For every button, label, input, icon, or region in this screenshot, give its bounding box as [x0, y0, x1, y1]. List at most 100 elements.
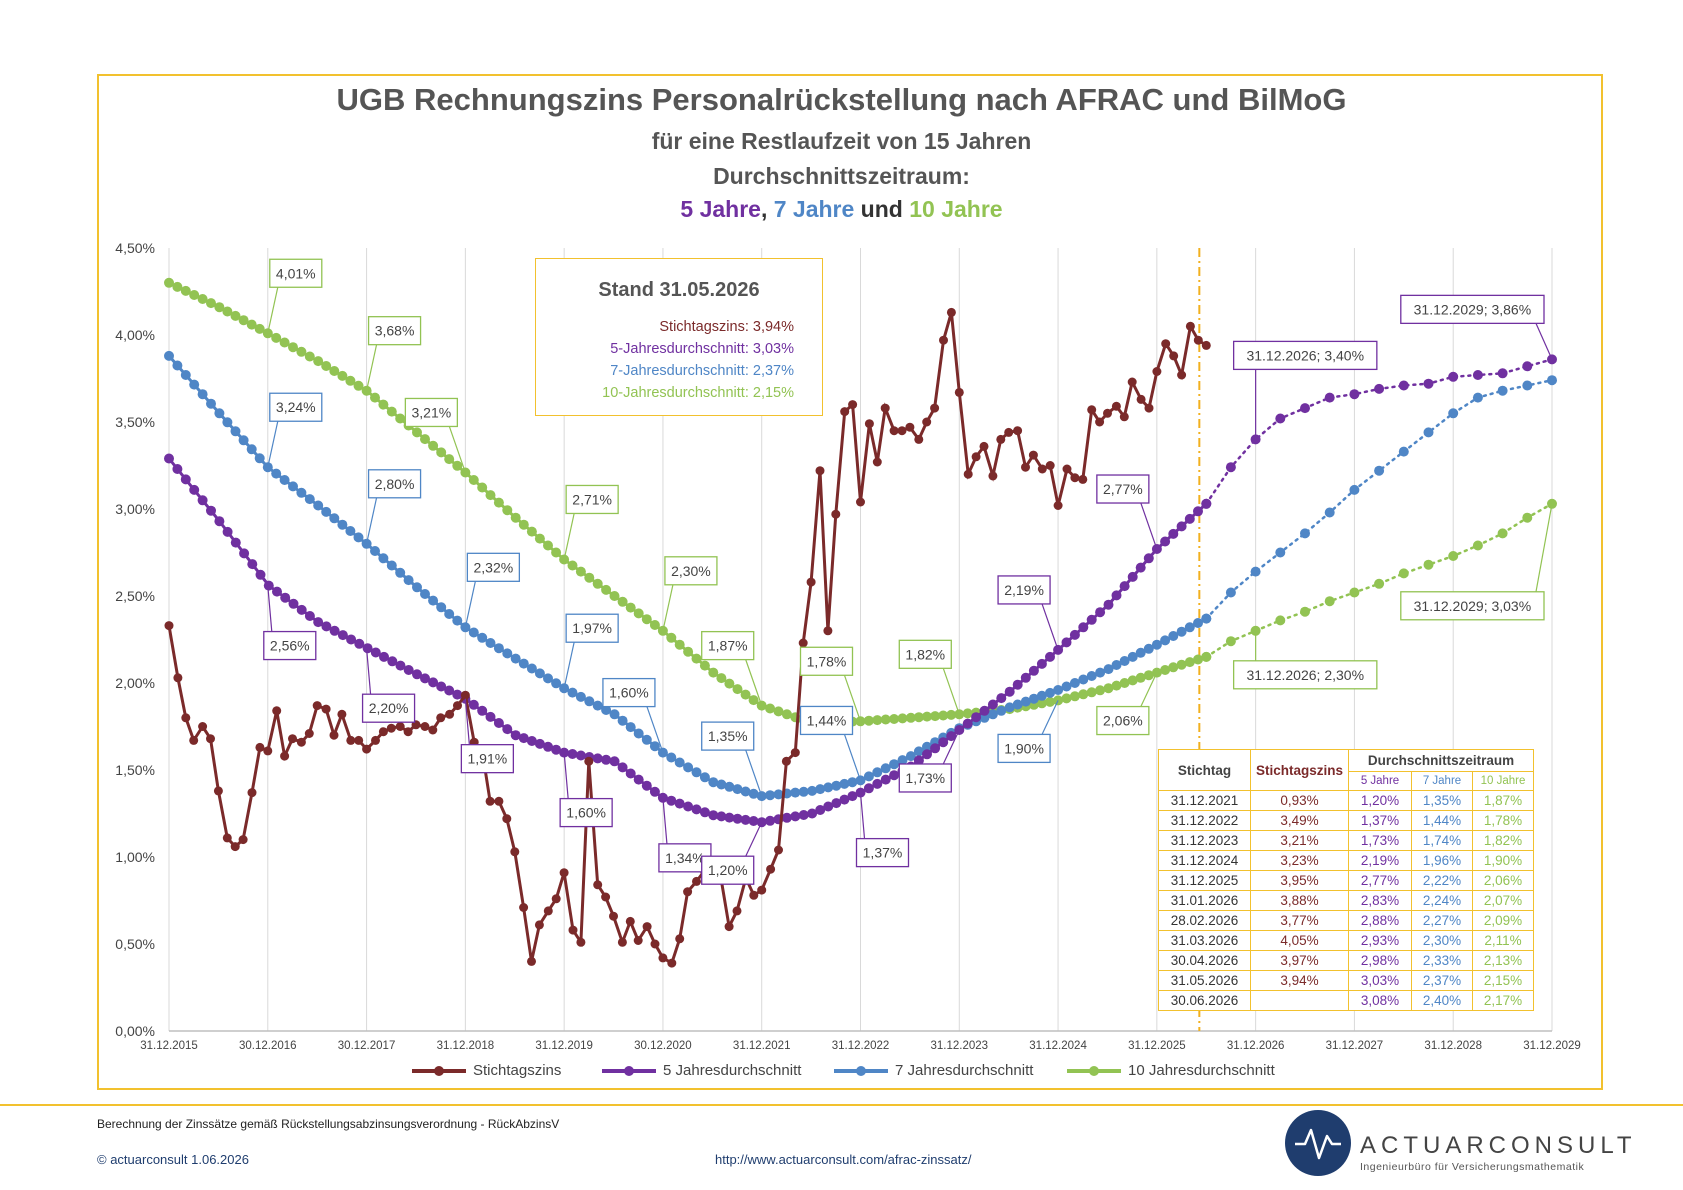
series-stichtagszins-point — [806, 577, 816, 587]
callout-label: 1,35% — [708, 728, 748, 744]
table-cell-10-jahre: 2,15% — [1472, 970, 1534, 991]
series-stichtagszins-point — [625, 916, 635, 926]
series-y7-point — [180, 370, 191, 380]
series-stichtagszins-point — [485, 796, 495, 806]
callout-y5: 2,19% — [997, 575, 1059, 651]
series-y5-point — [1012, 679, 1023, 690]
series-y7-point — [420, 589, 430, 599]
callout-y5: 1,37% — [855, 792, 910, 868]
callout-leader — [745, 821, 763, 857]
series-y7-point — [790, 787, 801, 798]
series-y7-point — [732, 784, 743, 795]
series-y7-point — [1020, 696, 1031, 707]
series-y10-forecast-point — [1423, 559, 1434, 570]
series-y10-point — [493, 497, 504, 508]
series-y7-point — [518, 658, 529, 669]
series-y7-point — [1184, 622, 1195, 633]
series-y10-point — [428, 440, 439, 451]
chart-frame — [97, 74, 1603, 1090]
series-y10-point — [1095, 685, 1106, 696]
x-tick-label: 30.12.2020 — [634, 1040, 692, 1052]
series-stichtagszins-point — [930, 403, 940, 413]
table-header-10-jahre: 10 Jahre — [1472, 771, 1534, 791]
table-cell-10-jahre: 1,78% — [1472, 810, 1534, 831]
callout-y7: 1,97% — [563, 613, 619, 689]
series-y7-point — [279, 475, 290, 485]
callout-y10: 2,30% — [662, 556, 718, 631]
series-y5-point — [502, 724, 513, 735]
series-stichtagszins-point — [1095, 417, 1105, 427]
series-y7-point — [1168, 631, 1179, 641]
y-tick-label: 3,00% — [115, 501, 155, 517]
x-tick-label: 31.12.2024 — [1029, 1040, 1087, 1052]
series-y10-point — [262, 328, 273, 339]
series-stichtagszins-point — [889, 426, 899, 436]
series-y10-point — [468, 475, 479, 485]
table-cell-zins — [1250, 990, 1349, 1011]
series-stichtagszins-point — [840, 407, 850, 417]
series-y5-point — [1045, 651, 1055, 662]
series-y5-point — [477, 705, 488, 716]
series-y7-forecast-point — [1547, 375, 1557, 386]
chart-title: UGB Rechnungszins Personalrückstellung n… — [336, 82, 1347, 117]
series-stichtagszins-point — [856, 497, 865, 507]
series-stichtagszins-point — [173, 673, 183, 683]
legend-marker-7-jahre — [834, 1066, 888, 1076]
series-y7-point — [1004, 702, 1015, 713]
series-stichtagszins-point — [502, 814, 512, 824]
series-y5-point — [807, 808, 818, 819]
series-y10-point — [740, 689, 751, 700]
series-y10-point — [313, 356, 324, 367]
series-y10-point — [601, 584, 612, 595]
series-y5-point — [839, 794, 850, 805]
table-cell-10-jahre: 1,90% — [1472, 850, 1534, 871]
series-stichtagszins-point — [905, 422, 915, 432]
series-y5-point — [428, 677, 439, 688]
series-y7-point — [254, 453, 265, 464]
series-y5-point — [889, 770, 900, 781]
series-y7-point — [329, 513, 340, 524]
table-cell-stichtag: 31.12.2022 — [1158, 810, 1251, 831]
series-y7-point — [1176, 626, 1187, 637]
series-y10-forecast-point — [1300, 606, 1310, 617]
callout-label: 2,30% — [671, 563, 711, 579]
series-y5-point — [1143, 553, 1154, 564]
table-cell-7-jahre: 2,22% — [1411, 870, 1473, 891]
series-y5-forecast-point — [1547, 354, 1557, 365]
series-y10-point — [420, 434, 430, 445]
series-stichtagszins-point — [1045, 461, 1055, 470]
series-y10-point — [575, 566, 586, 577]
series-y7-point — [815, 784, 826, 795]
series-stichtagszins-point — [164, 621, 174, 631]
callout-label: 1,60% — [566, 805, 606, 821]
series-stichtagszins-point — [946, 307, 956, 317]
series-y10-point — [748, 695, 759, 706]
table-header-stichtag: Stichtag — [1158, 749, 1251, 791]
footer-url-link[interactable]: http://www.actuarconsult.com/afrac-zinss… — [715, 1152, 972, 1167]
subtitle-7-jahre: 7 Jahre — [773, 196, 855, 222]
series-y10-point — [502, 505, 513, 516]
table-header-5-jahre: 5 Jahre — [1348, 771, 1412, 791]
callout-box — [1400, 591, 1545, 621]
series-y7-point — [575, 691, 586, 702]
series-y7-point — [172, 360, 183, 371]
series-y7-forecast-point — [1275, 547, 1286, 558]
y-tick-label: 0,50% — [115, 936, 155, 952]
series-y10-point — [296, 346, 307, 357]
series-y10-point — [378, 399, 389, 410]
table-cell-5-jahre: 1,20% — [1348, 790, 1412, 811]
series-stichtagszins-point — [420, 722, 430, 731]
series-stichtagszins-point — [757, 885, 767, 895]
series-y5-point — [452, 689, 463, 700]
callout-y7: 1,90% — [997, 700, 1059, 764]
series-y7-point — [839, 778, 850, 789]
callout-y7: 2,80% — [365, 469, 422, 544]
series-y5-point — [1111, 590, 1122, 601]
series-y10-point — [189, 290, 200, 300]
callout-leader — [267, 287, 279, 334]
callout-box — [664, 556, 718, 586]
series-y5-forecast-point — [1448, 371, 1459, 382]
series-y10-point — [1193, 654, 1203, 665]
actuarconsult-logo-icon — [1285, 1110, 1351, 1176]
table-row: 28.02.2026 3,77% 2,88% 2,27% 2,09% — [1158, 910, 1534, 931]
